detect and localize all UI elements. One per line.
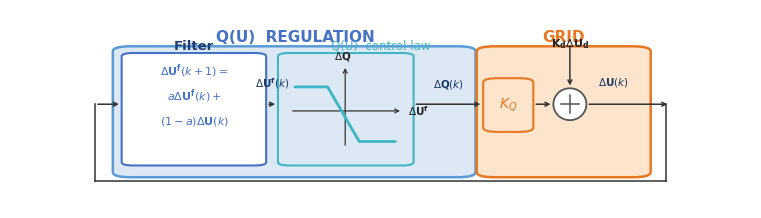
Text: Q(U)  REGULATION: Q(U) REGULATION: [216, 29, 375, 44]
Text: Filter: Filter: [174, 40, 215, 53]
Text: $\mathbf{K_d}\Delta\mathbf{U_d}$: $\mathbf{K_d}\Delta\mathbf{U_d}$: [551, 37, 589, 51]
Text: $\Delta \mathbf{U}^\mathbf{f}(k+1) =$: $\Delta \mathbf{U}^\mathbf{f}(k+1) =$: [160, 63, 228, 80]
Text: GRID: GRID: [543, 29, 585, 44]
Text: Q(U)  control law: Q(U) control law: [332, 40, 431, 53]
FancyBboxPatch shape: [113, 46, 476, 177]
Text: $\Delta\mathbf{Q}$: $\Delta\mathbf{Q}$: [334, 50, 352, 63]
FancyBboxPatch shape: [476, 46, 651, 177]
FancyBboxPatch shape: [122, 53, 266, 165]
FancyBboxPatch shape: [483, 78, 533, 132]
Text: $\Delta\mathbf{U}(k)$: $\Delta\mathbf{U}(k)$: [597, 76, 629, 89]
Text: $a\Delta \mathbf{U}^\mathbf{f}(k) +$: $a\Delta \mathbf{U}^\mathbf{f}(k) +$: [167, 88, 221, 106]
Text: $(1-a)\Delta \mathbf{U}(k)$: $(1-a)\Delta \mathbf{U}(k)$: [160, 115, 229, 128]
FancyBboxPatch shape: [278, 53, 414, 165]
Text: $\Delta\mathbf{Q}(k)$: $\Delta\mathbf{Q}(k)$: [433, 78, 464, 91]
Text: $K_Q$: $K_Q$: [498, 96, 517, 113]
Text: $\Delta\mathbf{U}^\mathbf{f}$: $\Delta\mathbf{U}^\mathbf{f}$: [408, 104, 428, 118]
Text: $\Delta\mathbf{U}^\mathbf{f}(k)$: $\Delta\mathbf{U}^\mathbf{f}(k)$: [255, 76, 289, 91]
Ellipse shape: [553, 88, 587, 120]
